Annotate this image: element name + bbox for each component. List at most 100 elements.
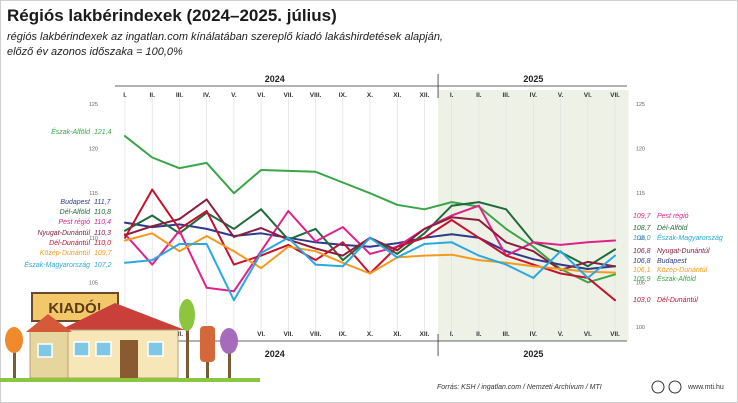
data-point: [232, 299, 235, 302]
data-point: [287, 210, 290, 212]
series-end-value: 106,8: [633, 248, 651, 255]
x-tick-label-top: VI.: [257, 92, 265, 99]
data-point: [423, 208, 426, 211]
data-point: [314, 170, 317, 173]
data-point: [614, 248, 616, 251]
x-tick-label-top: IV.: [530, 92, 538, 99]
y-tick-label-right: 115: [636, 191, 645, 197]
data-point: [450, 253, 453, 256]
x-tick-label-top: VII.: [283, 92, 293, 99]
data-point: [205, 161, 208, 164]
series-label-left: Dél-Dunántúl: [49, 240, 90, 247]
data-point: [423, 243, 426, 245]
y-tick-label-right: 110: [636, 236, 645, 242]
series-end-value: 108,7: [633, 225, 652, 232]
data-point: [124, 229, 126, 232]
data-point: [559, 268, 562, 270]
x-tick-label-bottom: III.: [502, 331, 509, 338]
x-tick-label-bottom: IV.: [530, 331, 538, 338]
data-point: [205, 227, 208, 230]
tree-icon: [220, 328, 238, 380]
data-point: [124, 236, 126, 239]
data-point: [314, 240, 317, 243]
series-label-right: Budapest: [657, 258, 688, 265]
x-tick-label-top: VI.: [584, 92, 592, 99]
x-tick-label-top: III.: [176, 92, 183, 99]
data-point: [614, 271, 616, 274]
x-tick-label-top: II.: [150, 92, 156, 99]
x-tick-label-bottom: III.: [176, 331, 183, 338]
y-tick-label-right: 100: [636, 325, 645, 331]
data-point: [505, 261, 508, 264]
y-tick-label-left: 120: [89, 147, 98, 153]
data-point: [151, 263, 154, 266]
x-tick-label-bottom: XI.: [393, 331, 401, 338]
data-point: [260, 232, 263, 235]
data-point: [369, 236, 371, 239]
data-point: [423, 236, 426, 239]
x-tick-label-bottom: IX.: [339, 331, 347, 338]
series-start-value: 121,4: [94, 129, 112, 136]
data-point: [450, 216, 453, 219]
chart-axes: 2024 2025 2024 2025 I. I. II. II. III. III. IV. IV.…: [89, 74, 645, 359]
x-tick-label-top: XII.: [420, 92, 430, 99]
x-tick-label-top: XI.: [393, 92, 401, 99]
series-label-left: Észak-Magyarország: [24, 260, 90, 269]
data-point: [232, 192, 235, 195]
data-point: [423, 254, 426, 257]
data-point: [532, 263, 535, 266]
series-start-value: 110,0: [94, 240, 111, 247]
data-point: [614, 239, 616, 242]
series-end-value: 106,8: [633, 258, 651, 265]
data-point: [396, 245, 399, 248]
data-point: [559, 250, 562, 253]
data-point: [532, 277, 535, 279]
x-tick-label-bottom: V.: [558, 331, 564, 338]
x-tick-label-bottom: VI.: [584, 331, 592, 338]
data-point: [396, 256, 399, 259]
data-point: [341, 265, 344, 268]
year-label-2025-top: 2025: [523, 74, 543, 84]
data-point: [287, 245, 290, 248]
series-end-value: 105,9: [633, 276, 651, 283]
data-point: [178, 250, 181, 253]
series-start-value: 110,3: [94, 230, 111, 237]
series-label-left: Dél-Alföld: [60, 209, 91, 216]
data-point: [232, 263, 235, 266]
x-tick-label-bottom: I.: [450, 331, 454, 338]
series-start-value: 109,7: [94, 250, 113, 257]
series-end-value: 106,1: [633, 267, 651, 274]
year-label-2024-top: 2024: [265, 74, 285, 84]
data-point: [314, 263, 317, 266]
data-point: [532, 258, 535, 261]
data-point: [314, 259, 317, 261]
data-point: [396, 203, 399, 206]
series-label-right: Észak-Alföld: [657, 274, 697, 283]
data-point: [151, 214, 154, 217]
data-point: [341, 226, 344, 228]
series-label-right: Nyugat-Dunántúl: [657, 248, 710, 255]
data-point: [124, 221, 126, 224]
data-point: [178, 223, 181, 226]
data-point: [559, 263, 562, 266]
kiado-sign: KIADÓ!: [31, 291, 119, 323]
series-label-left: Észak-Alföld: [51, 127, 91, 136]
data-point: [232, 250, 235, 253]
data-point: [260, 169, 263, 171]
series-label-left: Közép-Dunántúl: [40, 250, 91, 257]
chart-series: [124, 135, 616, 302]
data-point: [314, 247, 317, 250]
series-end-value: 103,0: [633, 297, 651, 304]
data-point: [614, 273, 616, 276]
x-tick-label-top: X.: [367, 92, 373, 99]
x-tick-label-top: I.: [450, 92, 454, 99]
data-point: [586, 265, 589, 268]
series-label-left: Budapest: [60, 199, 91, 206]
year-label-2024-bottom: 2024: [265, 349, 285, 359]
y-tick-label-right: 105: [636, 280, 645, 286]
chart-title: Régiós lakbérindexek (2024–2025. július): [7, 6, 337, 25]
data-point: [151, 259, 154, 261]
data-point: [450, 219, 453, 221]
